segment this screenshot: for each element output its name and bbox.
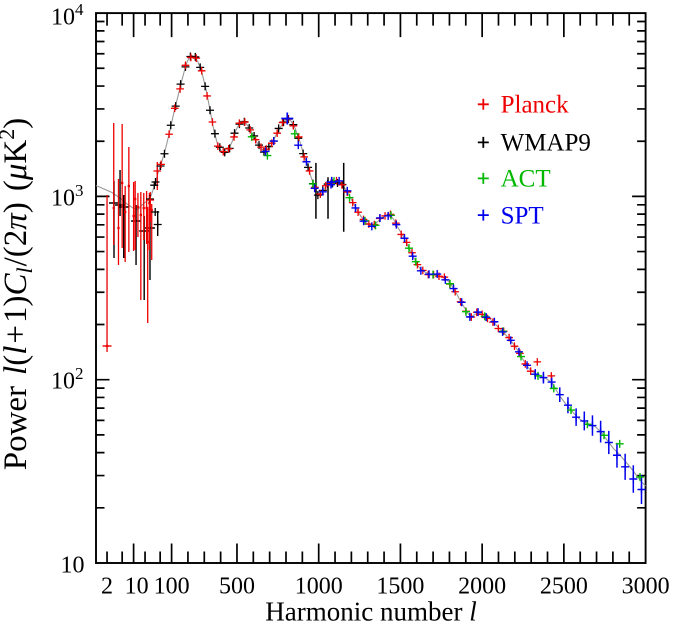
svg-text:2500: 2500 bbox=[540, 574, 588, 600]
svg-text:1500: 1500 bbox=[376, 574, 424, 600]
svg-text:2: 2 bbox=[101, 574, 113, 600]
svg-text:Powerl(l+1)Cl/(2π)(μK2): Powerl(l+1)Cl/(2π)(μK2) bbox=[0, 118, 37, 471]
svg-text:3000: 3000 bbox=[622, 574, 670, 600]
svg-text:Harmonic number l: Harmonic number l bbox=[265, 597, 476, 627]
svg-text:100: 100 bbox=[154, 574, 190, 600]
svg-text:2000: 2000 bbox=[458, 574, 506, 600]
svg-text:1000: 1000 bbox=[295, 574, 343, 600]
svg-text:10: 10 bbox=[125, 574, 149, 600]
svg-text:Planck: Planck bbox=[501, 92, 570, 119]
svg-text:WMAP9: WMAP9 bbox=[501, 130, 591, 157]
svg-text:ACT: ACT bbox=[501, 166, 551, 193]
svg-text:10: 10 bbox=[61, 552, 85, 578]
svg-text:500: 500 bbox=[219, 574, 255, 600]
svg-text:SPT: SPT bbox=[501, 202, 544, 229]
